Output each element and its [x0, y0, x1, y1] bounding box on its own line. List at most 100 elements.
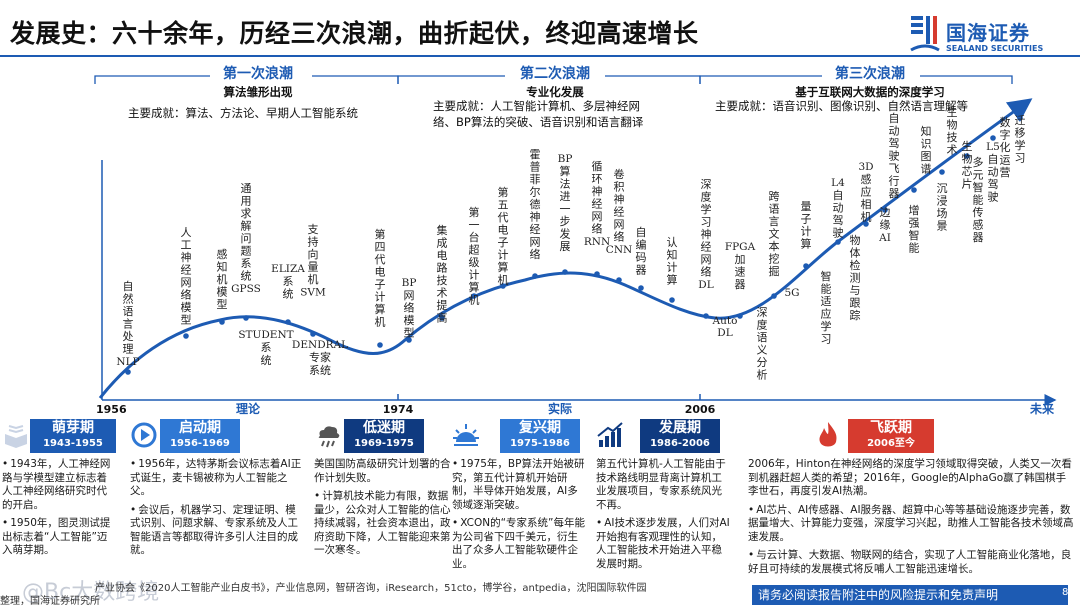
- milestone-text: 系: [241, 257, 252, 270]
- milestone-text: 自: [123, 280, 134, 293]
- milestone-text: 动: [988, 166, 999, 179]
- wave-brackets: [94, 75, 1013, 84]
- stage-body: 美国国防高级研究计划署的合作计划失败。 计算机技术能力有限，数据量少，公众对人工…: [314, 458, 452, 563]
- milestone-text: 传: [973, 206, 984, 219]
- milestone-text: 强: [909, 217, 920, 230]
- milestone-text: 应: [821, 307, 832, 321]
- milestone-text: 驾: [889, 137, 900, 150]
- milestone-text: 物: [947, 118, 958, 132]
- milestone-text: 型: [404, 326, 415, 340]
- stage-badge-leap: 飞跃期 2006至今: [848, 419, 934, 453]
- milestone-text: 网: [181, 276, 192, 289]
- milestone-text: 驾: [988, 178, 999, 191]
- milestone-text: 处: [123, 330, 134, 343]
- milestone-text: 浸: [937, 195, 948, 208]
- milestone-text: 统: [261, 354, 272, 367]
- stage-item: AI芯片、AI传感器、AI服务器、超算中心等等基础设施逐步完善，数据量增大、计算…: [748, 504, 1076, 545]
- stage-item: 计算机技术能力有限，数据量少，公众对人工智能的信心持续减弱，社会资本退出，政府资…: [314, 490, 452, 558]
- stage-body: 1975年，BP算法开始被研究，第五代计算机开始研制，半导体开始发展，AI多领域…: [452, 458, 586, 576]
- milestone-dot: [669, 297, 675, 303]
- milestone-text: GPSS: [231, 283, 261, 295]
- milestone-text: 子: [498, 236, 509, 249]
- stage-name: 低迷期: [363, 420, 405, 436]
- stage-years: 1975-1986: [510, 438, 570, 449]
- milestone-text: 增: [909, 203, 920, 217]
- milestone-text: 图: [921, 150, 932, 163]
- milestone-text: 统: [283, 288, 294, 301]
- stage-card-leap: 飞跃期 2006至今 2006年，Hinton在神经网络的深度学习领域取得突破，…: [746, 416, 1078, 581]
- milestone-text: 机: [217, 272, 228, 286]
- milestone-text: 物: [850, 233, 861, 247]
- logo-name-en: SEALAND SECURITIES: [946, 44, 1044, 53]
- milestone-text: 级: [469, 256, 480, 269]
- milestone-text: 边: [880, 206, 891, 219]
- milestone-dot: [737, 313, 743, 319]
- milestone-text: 自: [988, 153, 999, 166]
- milestone-text: 计: [498, 249, 509, 262]
- stage-item: 与云计算、大数据、物联网的结合，实现了人工智能商业化落地，良好且可持续的发展模式…: [748, 549, 1076, 576]
- milestone-text: 子: [801, 213, 812, 226]
- milestone-text: 步: [560, 215, 571, 228]
- wave-1-achievements: 主要成就：算法、方法论、早期人工智能系统: [128, 106, 358, 120]
- stage-body: 2006年，Hinton在神经网络的深度学习领域取得突破，人类又一次看到机器赶超…: [748, 458, 1076, 581]
- milestone-text: 模: [404, 314, 415, 327]
- disclaimer-bar: 请务必阅读报告附注中的风险提示和免责声明: [752, 585, 1068, 605]
- milestone-text: 化: [1000, 140, 1011, 154]
- milestone-text: 模: [181, 301, 192, 314]
- milestone-dot: [863, 221, 869, 227]
- stage-name: 启动期: [179, 420, 221, 436]
- stage-years: 1943-1955: [43, 438, 103, 449]
- milestone-text: 析: [757, 368, 768, 382]
- year-2006: 2006: [685, 403, 716, 416]
- stage-body: 第五代计算机-人工智能由于技术路线明显背离计算机工业发展项目，专家系统风光不再。…: [596, 458, 732, 576]
- milestone-text: 飞: [889, 162, 900, 175]
- milestone-dots: [125, 115, 1023, 375]
- milestone-text: 感: [217, 248, 228, 261]
- milestone-text: 驶: [889, 149, 900, 163]
- milestone-text: 然: [123, 292, 134, 306]
- stage-name: 飞跃期: [870, 420, 912, 436]
- milestone-text: 学: [821, 319, 832, 333]
- milestone-5g: 5G: [784, 287, 799, 299]
- milestone-text: 络: [404, 301, 415, 315]
- milestone-text: DL: [717, 327, 732, 339]
- milestone-text: 测: [850, 272, 861, 285]
- company-logo: 国海证券 SEALAND SECURITIES: [910, 14, 1075, 58]
- stage-item: 1950年，图灵测试提出标志着“人工智能”迈入萌芽期。: [2, 517, 116, 558]
- milestone-text: L4: [831, 177, 845, 189]
- milestone-text: 物: [962, 152, 973, 166]
- milestone-text: 统: [241, 270, 252, 283]
- milestone-text: 神: [614, 192, 625, 206]
- milestone-text: 提: [437, 299, 448, 312]
- stage-item: 1975年，BP算法开始被研究，第五代计算机开始研制，半导体开始发展，AI多领域…: [452, 458, 586, 512]
- timeline-diagram: 第一次浪潮 算法雏形出现 主要成就：算法、方法论、早期人工智能系统 第二次浪潮 …: [94, 65, 1057, 416]
- milestone-text: 器: [735, 278, 746, 291]
- milestone-text: 机: [861, 210, 872, 224]
- milestone-text: ELIZA: [271, 263, 305, 275]
- stage-item: AI技术逐步发展，人们对AI开始抱有客观理性的认知，人工智能技术开始进入平稳发展…: [596, 517, 732, 571]
- milestone-text: 经: [181, 264, 192, 277]
- milestone-text: 神: [181, 250, 192, 264]
- stage-body: 1943年，人工神经网路与学模型建立标志着人工神经网络研究时代的开启。 1950…: [2, 458, 116, 563]
- milestone-text: 文: [769, 227, 780, 241]
- milestone-text: 行: [889, 175, 900, 188]
- milestone-text: 迁: [1015, 114, 1026, 127]
- milestone-text: 移: [1015, 127, 1026, 140]
- milestone-text: 言: [123, 318, 134, 331]
- milestone-dot: [835, 239, 841, 245]
- milestone-dot: [882, 207, 888, 213]
- milestone-text: 速: [735, 266, 746, 279]
- milestone-text: 动: [889, 125, 900, 138]
